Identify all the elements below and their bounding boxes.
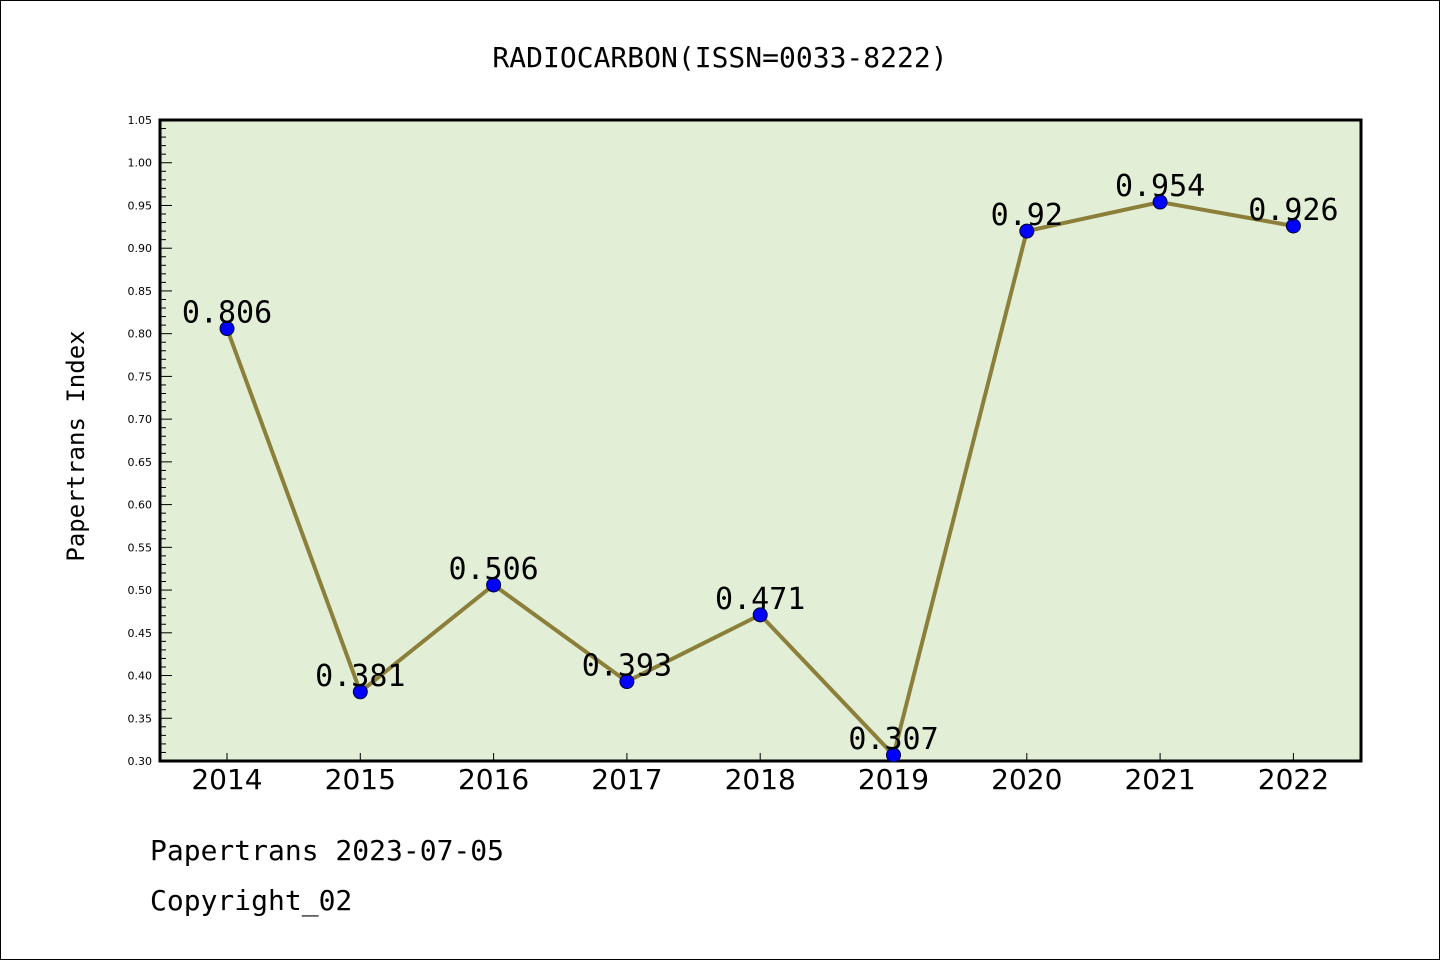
data-label: 0.307 — [848, 722, 938, 757]
chart-title: RADIOCARBON(ISSN=0033-8222) — [492, 41, 947, 74]
data-point — [1152, 194, 1168, 210]
data-label: 0.954 — [1115, 169, 1205, 204]
data-label: 0.92 — [991, 198, 1063, 233]
data-label: 0.506 — [448, 552, 538, 587]
y-tick-label: 0.50 — [128, 584, 153, 597]
x-tick-label: 2022 — [1258, 763, 1329, 796]
y-tick-label: 0.90 — [128, 242, 153, 255]
data-label: 0.471 — [715, 582, 805, 617]
data-point — [352, 684, 368, 700]
data-point — [752, 607, 768, 623]
data-point — [886, 747, 901, 763]
data-point — [1019, 223, 1035, 239]
y-tick-label: 0.45 — [128, 627, 153, 640]
y-tick-label: 0.75 — [128, 370, 153, 383]
y-axis-ticks: 0.30 0.35 0.40 0.45 0.50 0.55 0.60 0.65 0.70 0.75… — [128, 114, 172, 768]
plot-area — [158, 118, 1363, 763]
x-tick-label: 2019 — [858, 763, 929, 796]
data-label: 0.393 — [582, 649, 672, 684]
footer-copyright: Copyright_02 — [150, 884, 353, 917]
y-tick-label: 0.35 — [128, 712, 153, 725]
y-tick-label: 0.60 — [128, 499, 153, 512]
x-tick-label: 2020 — [991, 763, 1062, 796]
data-point — [1285, 218, 1301, 234]
data-point — [486, 577, 502, 593]
y-tick-label: 0.80 — [128, 328, 153, 341]
y-tick-label: 0.95 — [128, 199, 153, 212]
data-point — [219, 321, 235, 337]
y-axis-label: Papertrans Index — [62, 330, 90, 561]
y-tick-label: 0.40 — [128, 670, 153, 683]
x-tick-label: 2015 — [325, 763, 396, 796]
x-tick-label: 2016 — [458, 763, 529, 796]
data-point — [619, 674, 635, 690]
x-tick-label: 2021 — [1124, 763, 1195, 796]
x-axis-ticks: 2014 2015 2016 2017 2018 2019 2020 2021 2022 — [191, 753, 1329, 796]
x-tick-label: 2018 — [725, 763, 796, 796]
x-tick-label: 2014 — [191, 763, 262, 796]
data-label: 0.806 — [182, 296, 272, 331]
data-markers — [219, 194, 1301, 763]
data-label: 0.381 — [315, 659, 405, 694]
data-value-labels: 0.806 0.381 0.506 0.393 0.471 0.307 0.92 0.954 0… — [182, 169, 1339, 757]
y-tick-label: 0.55 — [128, 541, 153, 554]
y-tick-label: 0.30 — [128, 755, 153, 768]
y-tick-label: 0.85 — [128, 285, 153, 298]
data-label: 0.926 — [1248, 193, 1338, 228]
footer-date: Papertrans 2023-07-05 — [150, 834, 505, 867]
x-tick-label: 2017 — [591, 763, 662, 796]
y-tick-label: 1.05 — [128, 114, 153, 127]
y-tick-label: 1.00 — [128, 157, 153, 170]
y-tick-label: 0.65 — [128, 456, 153, 469]
y-tick-label: 0.70 — [128, 413, 153, 426]
